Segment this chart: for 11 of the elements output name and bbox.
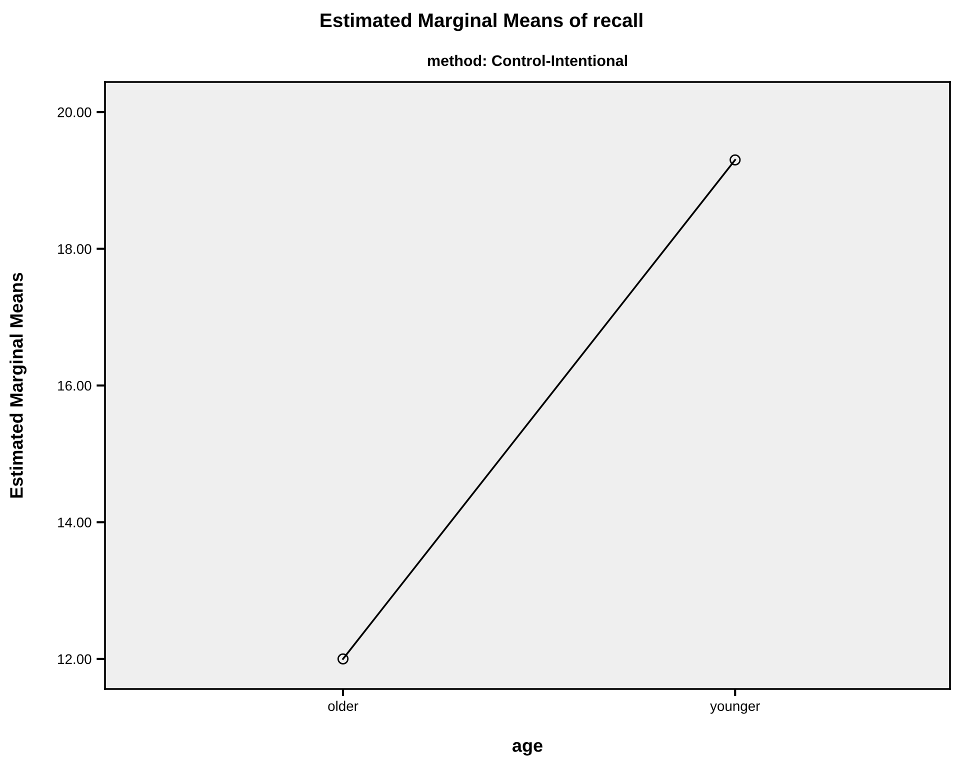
x-tick-label: younger — [710, 703, 760, 714]
y-tick-label: 20.00 — [58, 107, 92, 118]
chart-subtitle: method: Control-Intentional — [428, 54, 627, 66]
chart-title: Estimated Marginal Means of recall — [320, 12, 642, 32]
y-tick-label: 14.00 — [58, 518, 92, 528]
y-tick-label: 16.00 — [58, 380, 92, 391]
y-tick-label: 12.00 — [58, 654, 92, 664]
x-tick-label: older — [328, 700, 358, 712]
y-tick-label: 18.00 — [58, 244, 92, 254]
x-axis-title: age — [512, 742, 542, 756]
y-axis-title: Estimated Marginal Means — [10, 272, 26, 498]
